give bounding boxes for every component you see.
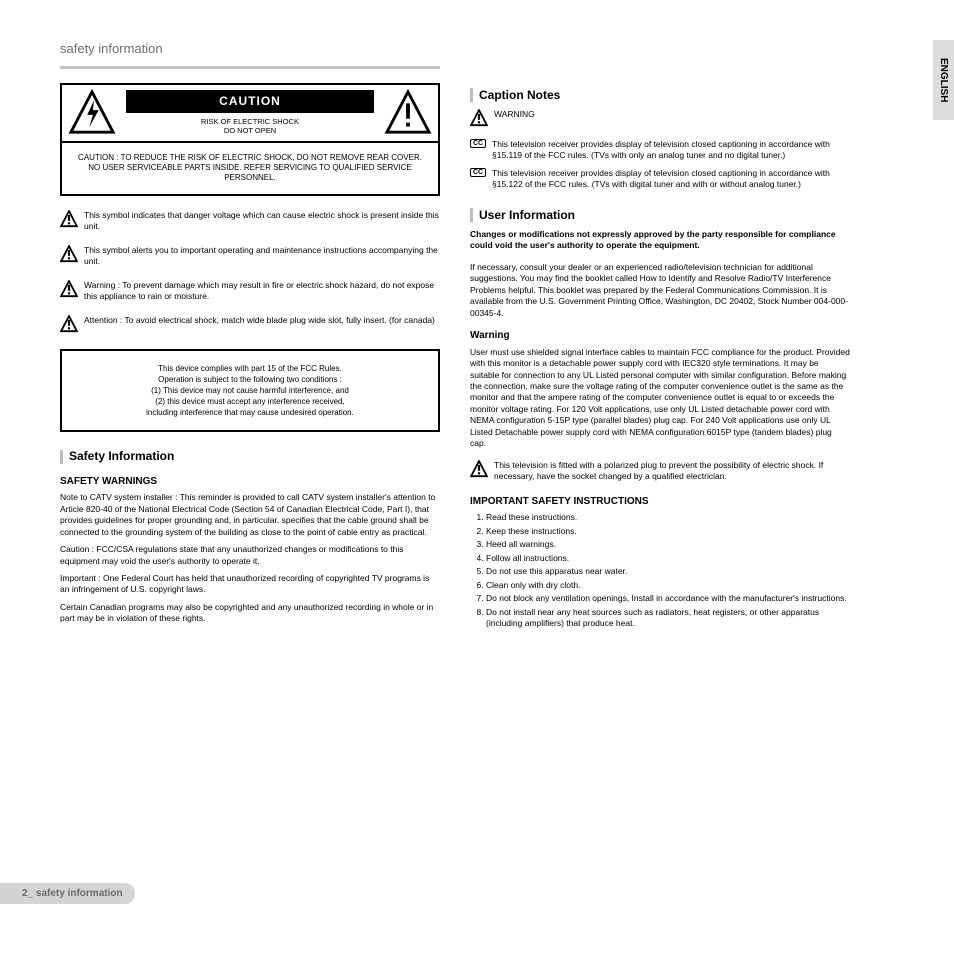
change-warning-head: Changes or modifications not expressly a… xyxy=(470,229,850,252)
exclamation-triangle-icon xyxy=(470,460,488,478)
fcc-notice-box: This device complies with part 15 of the… xyxy=(60,349,440,433)
instruction-item: Heed all warnings. xyxy=(486,539,850,550)
exclamation-triangle-icon xyxy=(384,89,432,137)
caption-notes-heading: Caption Notes xyxy=(470,87,850,103)
caution-body-text: CAUTION : TO REDUCE THE RISK OF ELECTRIC… xyxy=(62,143,438,194)
cc-icon: CC xyxy=(470,168,486,178)
polarized-plug-note: This television is fitted with a polariz… xyxy=(470,460,850,483)
symbol-explain-2: This symbol alerts you to important oper… xyxy=(60,245,440,268)
left-column: CAUTION RISK OF ELECTRIC SHOCK DO NOT OP… xyxy=(60,83,440,638)
exclamation-triangle-icon xyxy=(60,315,78,333)
cc-icon: CC xyxy=(470,139,486,149)
safety-info-heading: Safety Information xyxy=(60,448,440,464)
caution-label: CAUTION xyxy=(126,90,374,112)
symbol-explain-1: This symbol indicates that danger voltag… xyxy=(60,210,440,233)
page-number: 2_ safety information xyxy=(0,883,135,905)
instruction-item: Do not block any ventilation openings, I… xyxy=(486,593,850,604)
user-info-body2: User must use shielded signal interface … xyxy=(470,347,850,450)
caption-warning: WARNING xyxy=(470,109,850,127)
exclamation-triangle-icon xyxy=(60,245,78,263)
caution-sublabel: RISK OF ELECTRIC SHOCK DO NOT OPEN xyxy=(201,117,299,135)
safety-warnings-heading: SAFETY WARNINGS xyxy=(60,475,440,489)
cc-note-1: CC This television receiver provides dis… xyxy=(470,139,850,162)
instruction-list: Read these instructions. Keep these instr… xyxy=(470,512,850,629)
exclamation-triangle-icon xyxy=(60,280,78,298)
instruction-item: Keep these instructions. xyxy=(486,526,850,537)
warning-plug: Attention : To avoid electrical shock, m… xyxy=(60,315,440,333)
instruction-item: Do not install near any heat sources suc… xyxy=(486,607,850,630)
warning-subhead: Warning xyxy=(470,329,850,343)
page-title: safety information xyxy=(60,40,894,58)
exclamation-triangle-icon xyxy=(470,109,488,127)
lightning-triangle-icon xyxy=(68,89,116,137)
cc-note-2: CC This television receiver provides dis… xyxy=(470,168,850,191)
canadian-note: Certain Canadian programs may also be co… xyxy=(60,602,440,625)
user-info-body1: If necessary, consult your dealer or an … xyxy=(470,262,850,319)
right-column: Caption Notes WARNING CC This television… xyxy=(470,83,850,638)
copyright-note: Important : One Federal Court has held t… xyxy=(60,573,440,596)
important-instructions-head: IMPORTANT SAFETY INSTRUCTIONS xyxy=(470,495,850,509)
warning-rain: Warning : To prevent damage which may re… xyxy=(60,280,440,303)
caution-box: CAUTION RISK OF ELECTRIC SHOCK DO NOT OP… xyxy=(60,83,440,196)
fcc-csa-caution: Caution : FCC/CSA regulations state that… xyxy=(60,544,440,567)
catv-note: Note to CATV system installer : This rem… xyxy=(60,492,440,538)
language-tab: ENGLISH xyxy=(933,40,954,120)
exclamation-triangle-icon xyxy=(60,210,78,228)
instruction-item: Read these instructions. xyxy=(486,512,850,523)
instruction-item: Follow all instructions. xyxy=(486,553,850,564)
instruction-item: Do not use this apparatus near water. xyxy=(486,566,850,577)
instruction-item: Clean only with dry cloth. xyxy=(486,580,850,591)
user-info-heading: User Information xyxy=(470,207,850,223)
title-divider xyxy=(60,66,440,69)
